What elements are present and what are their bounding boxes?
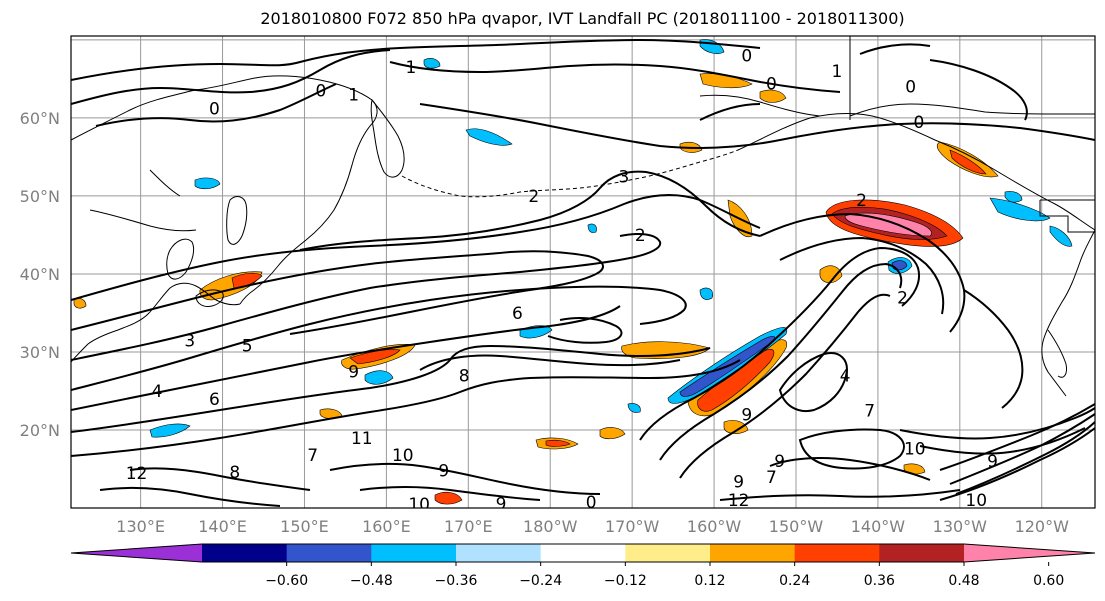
- colorbar: −0.60 −0.48 −0.36 −0.24 −0.12 0.12 0.24 0.36 0.4…: [70, 543, 1096, 589]
- colorbar-tick-label: −0.12: [604, 573, 647, 589]
- contour-label: 9: [987, 452, 998, 472]
- contour-label: 3: [184, 331, 195, 351]
- contour-label: 7: [766, 468, 777, 488]
- longitude-tick-label: 170°E: [444, 517, 493, 536]
- contour-label: 12: [126, 464, 148, 484]
- contour-label: 11: [351, 429, 373, 449]
- colorbar-segment: [625, 544, 711, 562]
- contour-label: 12: [728, 491, 750, 511]
- colorbar-extend-low: [71, 544, 202, 562]
- longitude-tick-label: 140°W: [851, 517, 906, 536]
- colorbar-tick-label: −0.48: [350, 573, 393, 589]
- colorbar-tick-label: 0.60: [1033, 573, 1064, 589]
- colorbar-segment: [879, 544, 965, 562]
- colorbar-segment: [710, 544, 796, 562]
- contour-label: 2: [897, 288, 908, 308]
- contour-label: 9: [733, 472, 744, 492]
- colorbar-segment: [456, 544, 542, 562]
- latitude-tick-label: 20°N: [20, 421, 60, 440]
- colorbar-tick-label: −0.60: [265, 573, 308, 589]
- colorbar-segment: [794, 544, 880, 562]
- contour-label: 5: [242, 337, 253, 357]
- colorbar-outline: [70, 543, 1096, 563]
- ivt-contours: [71, 38, 1095, 507]
- colorbar-segment: [286, 544, 372, 562]
- contour-label: 9: [774, 452, 785, 472]
- contour-label: 10: [408, 495, 430, 515]
- contour-label: 0: [741, 47, 752, 67]
- contour-label: 9: [741, 405, 752, 425]
- contour-label: 1: [406, 58, 417, 78]
- colorbar-segment: [540, 544, 626, 562]
- map-title: 2018010800 F072 850 hPa qvapor, IVT Land…: [260, 9, 905, 28]
- colorbar-segment: [371, 544, 457, 562]
- contour-label: 0: [905, 78, 916, 98]
- contour-label: 0: [315, 82, 326, 102]
- colorbar-tick-label: 0.24: [779, 573, 810, 589]
- longitude-tick-label: 160°E: [362, 517, 411, 536]
- contour-label: 9: [496, 494, 507, 514]
- contour-label: 10: [904, 440, 926, 460]
- longitude-tick-label: 150°W: [769, 517, 824, 536]
- colorbar-tick-label: −0.24: [519, 573, 562, 589]
- contour-label: 9: [348, 362, 359, 382]
- longitude-tick-label: 160°W: [687, 517, 742, 536]
- contour-label: 8: [229, 463, 240, 483]
- latitude-labels: 60°N 50°N 40°N 30°N 20°N: [20, 109, 60, 440]
- contour-label: 4: [840, 366, 851, 386]
- latitude-tick-label: 50°N: [20, 187, 60, 206]
- longitude-tick-label: 170°W: [605, 517, 660, 536]
- contour-label: 2: [635, 226, 646, 246]
- colorbar-segment: [202, 544, 288, 562]
- colorbar-tick-label: 0.48: [948, 573, 979, 589]
- contour-label: 3: [619, 167, 630, 187]
- colorbar-tick-label: −0.36: [435, 573, 478, 589]
- contour-label: 2: [528, 187, 539, 207]
- contour-label: 10: [965, 491, 987, 511]
- map-frame: [70, 35, 1096, 509]
- contour-label: 0: [209, 100, 220, 120]
- longitude-tick-label: 120°W: [1015, 517, 1070, 536]
- contour-label: 0: [913, 113, 924, 133]
- colorbar-tick-label: 0.36: [864, 573, 895, 589]
- contour-label: 6: [209, 390, 220, 410]
- longitude-tick-label: 130°W: [933, 517, 988, 536]
- contour-label: 7: [307, 446, 318, 466]
- latitude-tick-label: 40°N: [20, 265, 60, 284]
- longitude-tick-label: 180°W: [523, 517, 578, 536]
- contour-label: 10: [392, 446, 414, 466]
- contour-label: 8: [459, 366, 470, 386]
- coastlines: [71, 36, 1095, 397]
- longitude-tick-label: 150°E: [280, 517, 329, 536]
- longitude-labels: 130°E 140°E 150°E 160°E 170°E 180°W 170°W 160°W…: [116, 517, 1069, 536]
- contour-label: 9: [438, 462, 449, 482]
- contour-label: 1: [832, 62, 843, 82]
- latitude-tick-label: 30°N: [20, 343, 60, 362]
- longitude-tick-label: 140°E: [198, 517, 247, 536]
- contour-label: 0: [586, 493, 597, 513]
- colorbar-tick-label: 0.12: [694, 573, 725, 589]
- contour-label: 0: [766, 75, 777, 95]
- contour-label: 1: [348, 86, 359, 106]
- contour-label: 6: [512, 304, 523, 324]
- contour-label: 4: [152, 382, 163, 402]
- colorbar-extend-high: [964, 544, 1095, 562]
- latitude-tick-label: 60°N: [20, 109, 60, 128]
- contour-label: 7: [864, 401, 875, 421]
- contour-label: 2: [856, 191, 867, 211]
- longitude-tick-label: 130°E: [116, 517, 165, 536]
